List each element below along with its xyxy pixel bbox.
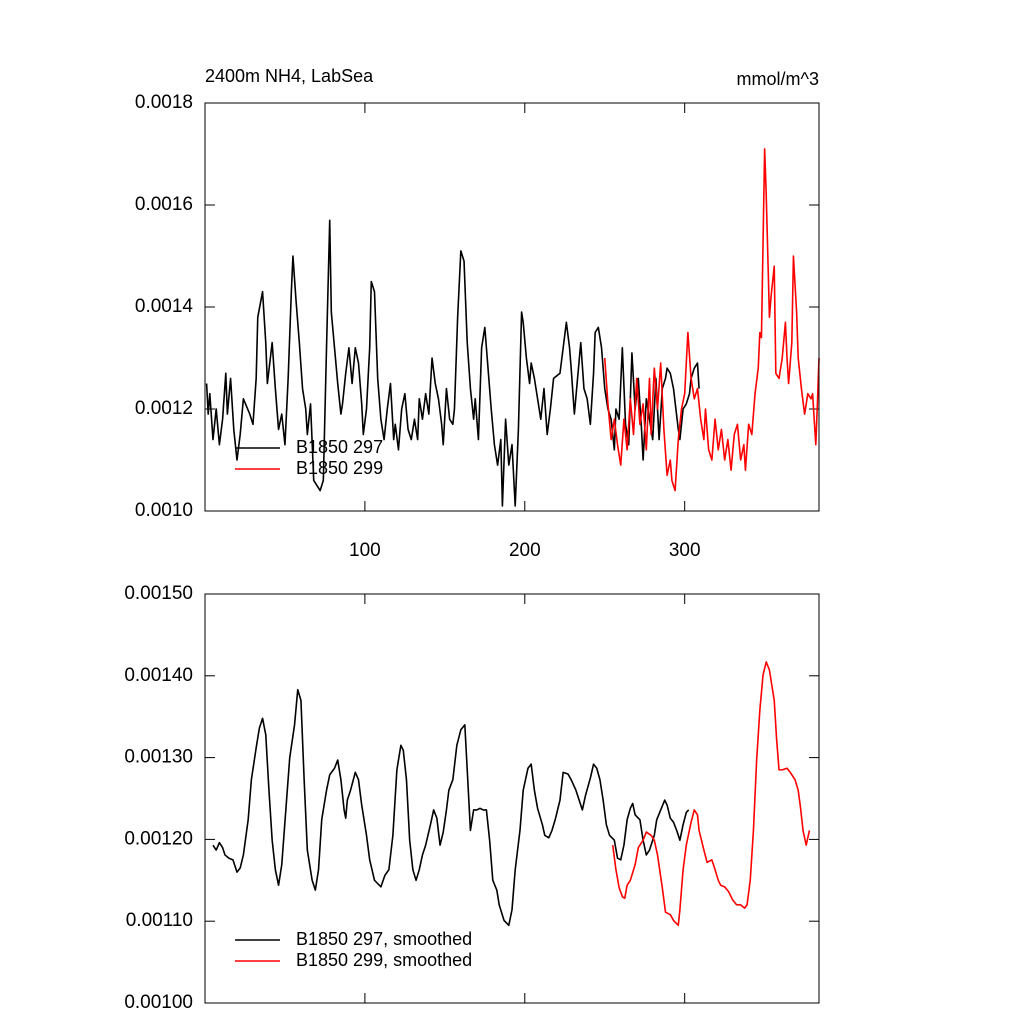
- units-label: mmol/m^3: [737, 69, 819, 89]
- y-tick-label: 0.00140: [124, 665, 193, 686]
- legend-label: B1850 297: [296, 437, 383, 457]
- legend-label: B1850 299: [296, 458, 383, 478]
- series-line: [603, 148, 820, 492]
- series-line: [212, 688, 690, 927]
- series-line: [611, 661, 811, 927]
- x-tick-label: 100: [349, 540, 381, 561]
- y-tick-label: 0.0012: [135, 398, 193, 419]
- y-tick-label: 0.00150: [124, 583, 193, 604]
- y-tick-label: 0.0010: [135, 500, 193, 521]
- y-tick-label: 0.00110: [126, 910, 193, 931]
- y-tick-label: 0.00100: [124, 992, 193, 1013]
- legend-label: B1850 299, smoothed: [296, 950, 472, 970]
- plot-frame: [204, 102, 820, 512]
- y-tick-label: 0.0014: [135, 296, 194, 317]
- y-tick-label: 0.0018: [135, 92, 193, 113]
- x-tick-label: 200: [509, 540, 541, 561]
- y-tick-label: 0.00120: [124, 828, 193, 849]
- y-tick-label: 0.00130: [124, 747, 193, 768]
- chart-title: 2400m NH4, LabSea: [205, 66, 374, 86]
- y-tick-label: 0.0016: [135, 194, 193, 215]
- plot-frame: [204, 593, 820, 1004]
- legend-label: B1850 297, smoothed: [296, 929, 472, 949]
- x-tick-label: 300: [669, 540, 701, 561]
- series-line: [205, 219, 700, 507]
